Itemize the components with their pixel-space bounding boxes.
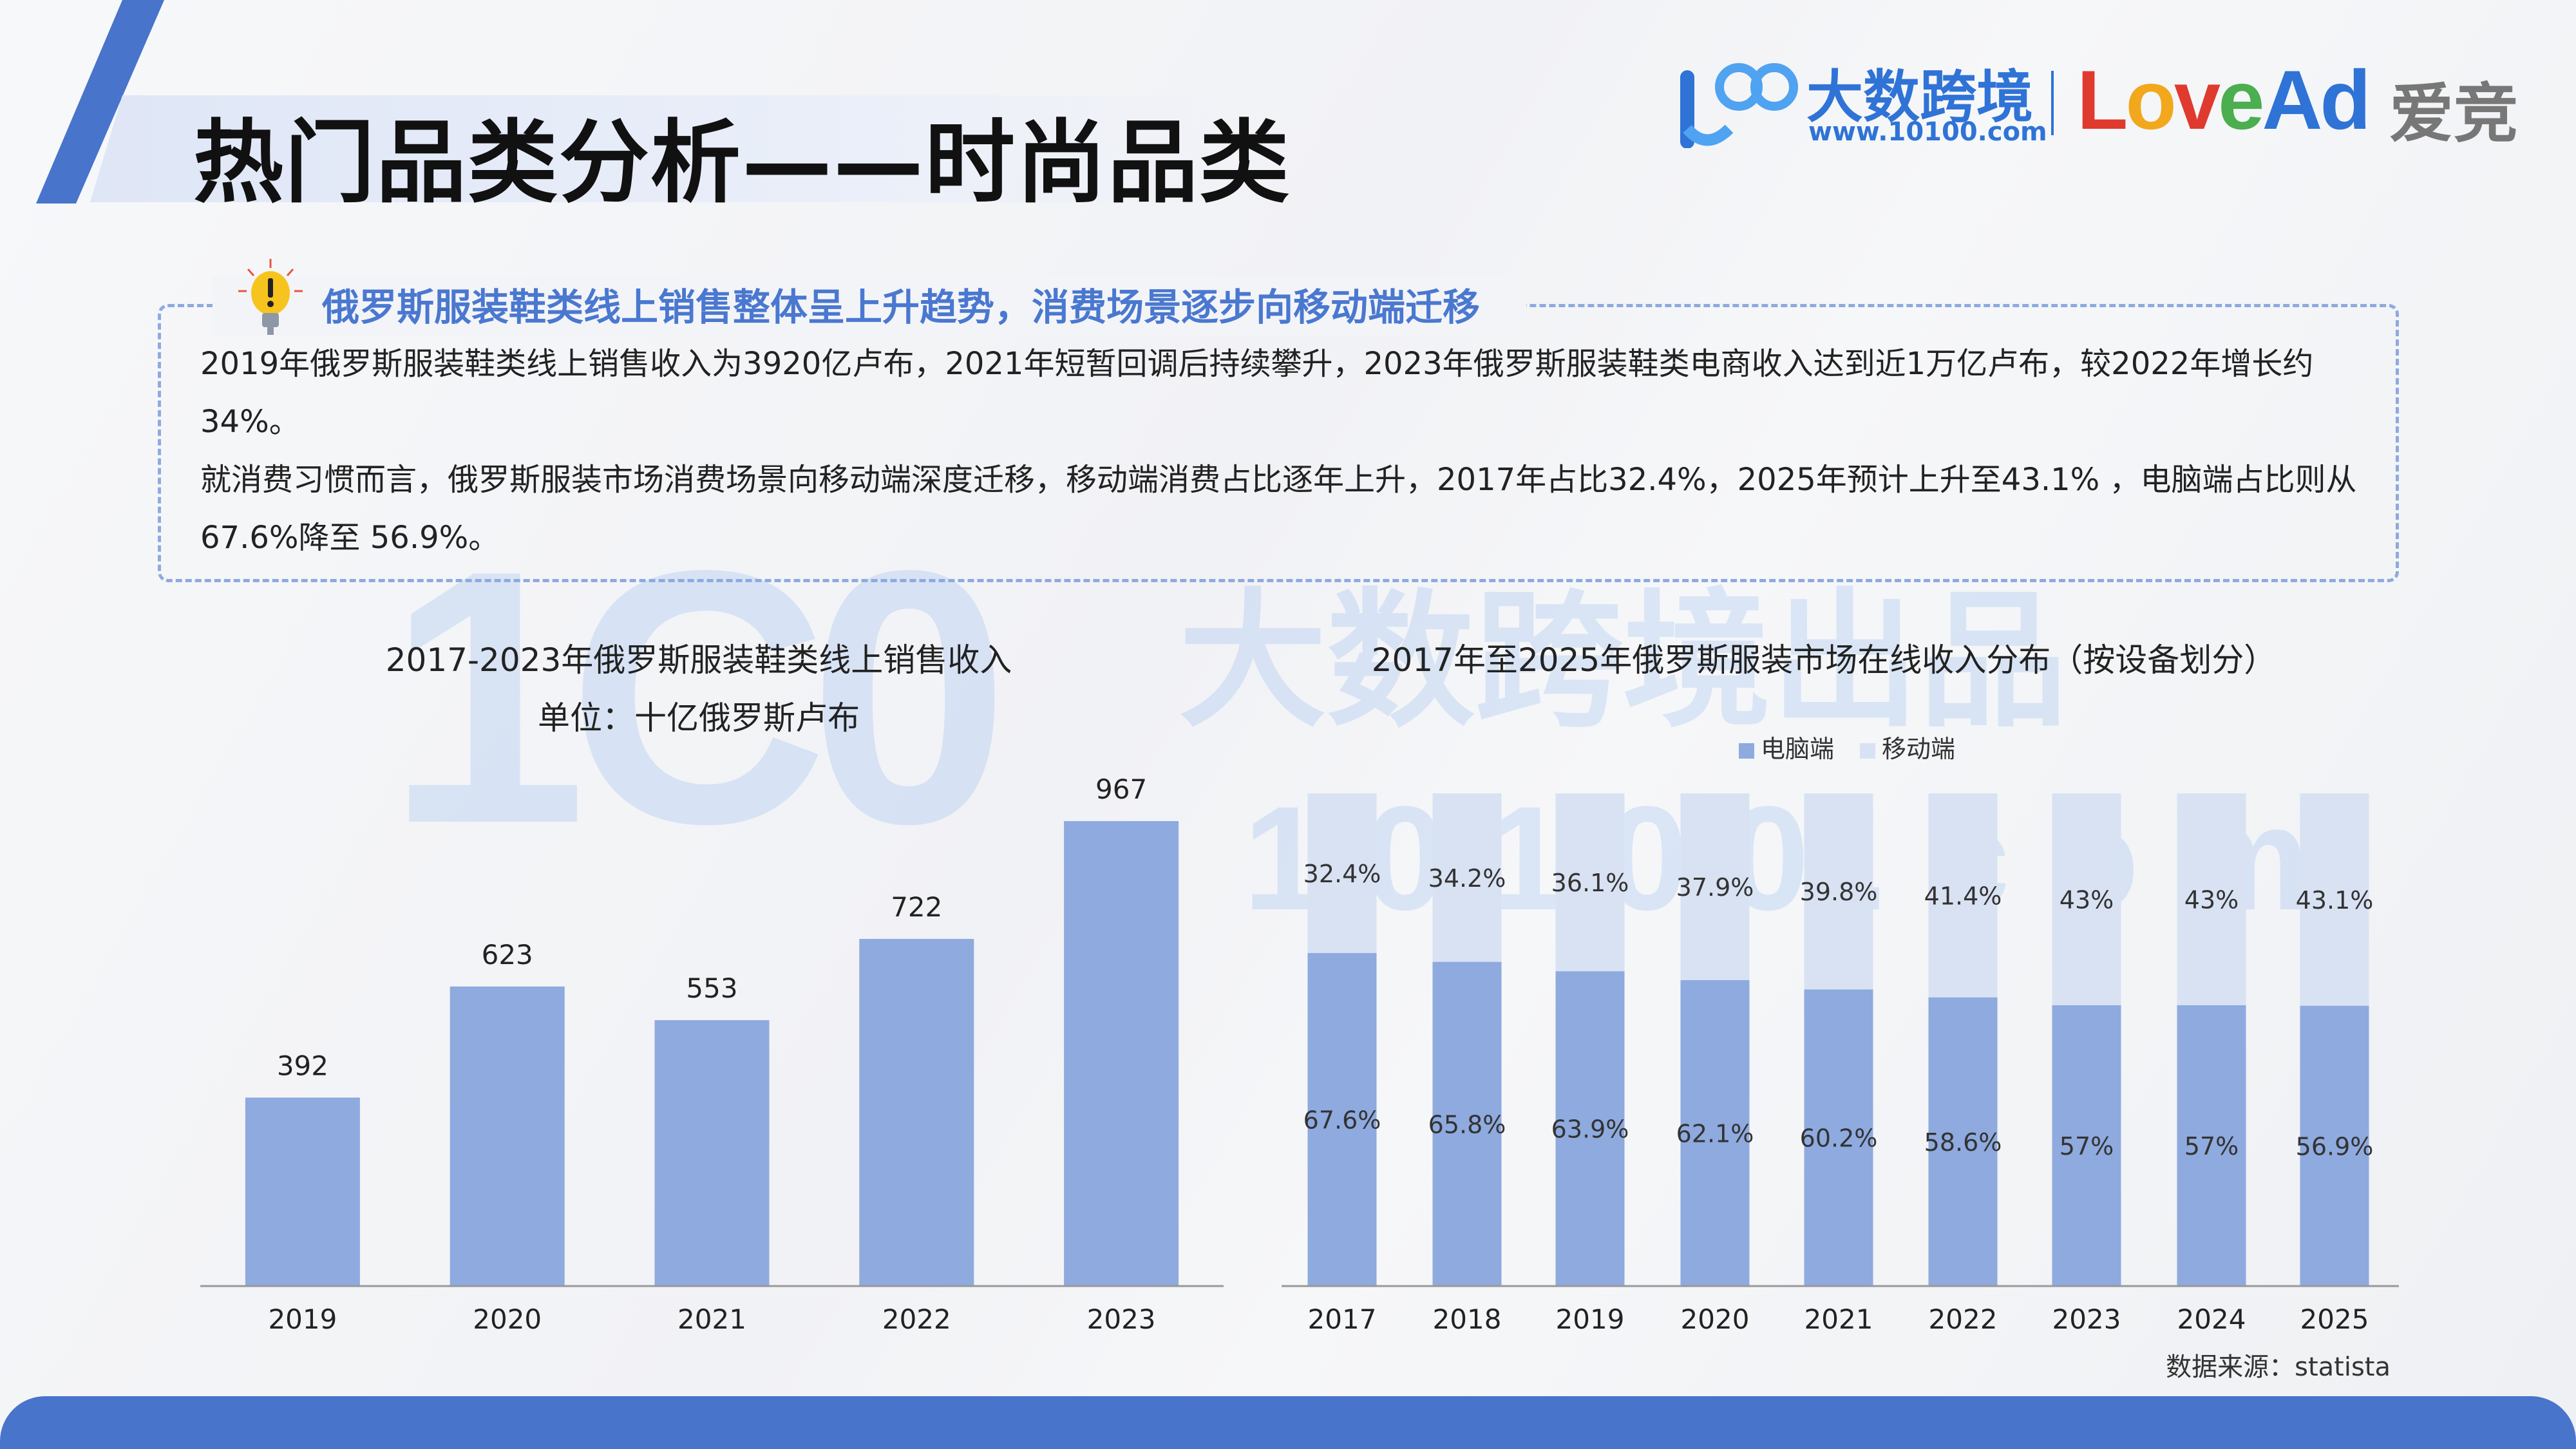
bar-mobile-2019	[1555, 793, 1625, 972]
summary-heading: 俄罗斯服装鞋类线上销售整体呈上升趋势，消费场景逐步向移动端迁移	[322, 285, 1481, 329]
label-mobile-2018: 34.2%	[1428, 864, 1506, 893]
bar-mobile-2025	[2300, 793, 2369, 1006]
legend-label-pc: 电脑端	[1761, 735, 1835, 763]
label-pc-2020: 62.1%	[1676, 1119, 1754, 1148]
x-tick-2025: 2025	[2300, 1303, 2369, 1335]
data-label-2022: 722	[891, 891, 942, 923]
bar-mobile-2017	[1307, 793, 1377, 953]
lovead-logo: LoveAd	[2077, 53, 2371, 147]
logo-divider	[2051, 71, 2054, 135]
summary-paragraph-1: 2019年俄罗斯服装鞋类线上销售收入为3920亿卢布，2021年短暂回调后持续攀…	[200, 346, 2314, 440]
bar-mobile-2024	[2177, 793, 2246, 1005]
title-band	[90, 95, 1249, 202]
legend-label-mobile: 移动端	[1882, 735, 1956, 763]
logo-100-icon	[1680, 63, 1798, 148]
bar-2022	[859, 938, 974, 1286]
label-mobile-2019: 36.1%	[1551, 869, 1629, 897]
x-tick-2019: 2019	[1556, 1303, 1625, 1335]
bar-2020	[450, 986, 565, 1286]
bar-pc-2023	[2052, 1005, 2121, 1286]
x-tick-2019: 2019	[268, 1303, 337, 1335]
lightbulb-icon	[238, 259, 303, 335]
decorative-slash	[36, 0, 164, 204]
label-pc-2022: 58.6%	[1924, 1128, 2002, 1157]
x-tick-2020: 2020	[1681, 1303, 1750, 1335]
logo-text: 大数跨境	[1806, 64, 2034, 130]
data-label-2020: 623	[482, 939, 533, 971]
bar-mobile-2018	[1432, 793, 1502, 962]
bar-mobile-2022	[1928, 793, 1998, 998]
label-pc-2025: 56.9%	[2296, 1132, 2374, 1160]
chart1-title: 2017-2023年俄罗斯服装鞋类线上销售收入	[385, 641, 1012, 679]
bar-pc-2022	[1928, 997, 1998, 1286]
data-label-2021: 553	[686, 972, 737, 1004]
label-mobile-2021: 39.8%	[1800, 878, 1878, 906]
label-pc-2019: 63.9%	[1551, 1115, 1629, 1144]
legend-item-pc: 电脑端	[1739, 729, 1834, 764]
bar-pc-2019	[1555, 971, 1625, 1286]
page-title: 热门品类分析——时尚品类	[193, 111, 1291, 216]
x-tick-2021: 2021	[677, 1303, 746, 1335]
bar-pc-2021	[1804, 989, 1873, 1286]
label-pc-2021: 60.2%	[1800, 1124, 1878, 1153]
x-tick-2020: 2020	[473, 1303, 542, 1335]
label-pc-2017: 67.6%	[1303, 1106, 1381, 1134]
aijing-logo: 爱竞	[2389, 76, 2518, 151]
bar-mobile-2020	[1680, 793, 1750, 980]
legend-item-mobile: 移动端	[1860, 729, 1955, 764]
x-tick-2017: 2017	[1308, 1303, 1377, 1335]
label-mobile-2022: 41.4%	[1924, 882, 2002, 910]
label-mobile-2017: 32.4%	[1303, 860, 1381, 888]
chart1-subtitle: 单位：十亿俄罗斯卢布	[538, 699, 860, 737]
bar-pc-2024	[2177, 1005, 2246, 1286]
label-mobile-2020: 37.9%	[1676, 873, 1754, 902]
label-pc-2018: 65.8%	[1428, 1110, 1506, 1139]
bar-2019	[245, 1097, 360, 1286]
label-mobile-2024: 43%	[2184, 886, 2239, 914]
summary-body: 2019年俄罗斯服装鞋类线上销售收入为3920亿卢布，2021年短暂回调后持续攀…	[200, 335, 2377, 567]
x-tick-2023: 2023	[1087, 1303, 1156, 1335]
x-tick-2022: 2022	[1929, 1303, 1998, 1335]
chart2-legend: 电脑端 移动端	[1739, 729, 1955, 764]
bar-2021	[654, 1020, 770, 1286]
x-tick-2024: 2024	[2177, 1303, 2246, 1335]
legend-swatch-pc	[1739, 743, 1754, 759]
x-tick-2018: 2018	[1433, 1303, 1502, 1335]
data-label-2019: 392	[277, 1050, 328, 1081]
label-mobile-2023: 43%	[2060, 886, 2114, 914]
logo-url: www.10100.com	[1808, 117, 2047, 147]
summary-heading-bg	[213, 277, 1526, 335]
bar-pc-2025	[2300, 1005, 2369, 1286]
data-label-2023: 967	[1095, 773, 1147, 805]
x-tick-2021: 2021	[1804, 1303, 1873, 1335]
bar-pc-2017	[1307, 952, 1377, 1286]
chart2-title: 2017年至2025年俄罗斯服装市场在线收入分布（按设备划分）	[1371, 641, 2277, 679]
label-pc-2023: 57%	[2060, 1132, 2114, 1160]
label-pc-2024: 57%	[2184, 1132, 2239, 1160]
bar-2023	[1064, 821, 1179, 1286]
summary-paragraph-2: 就消费习惯而言，俄罗斯服装市场消费场景向移动端深度迁移，移动端消费占比逐年上升，…	[200, 462, 2357, 556]
bar-pc-2018	[1432, 961, 1502, 1286]
label-mobile-2025: 43.1%	[2296, 886, 2374, 914]
data-source: 数据来源：statista	[2166, 1352, 2391, 1382]
bar-pc-2020	[1680, 980, 1750, 1286]
footer-band	[0, 1396, 2576, 1449]
x-tick-2023: 2023	[2052, 1303, 2121, 1335]
x-tick-2022: 2022	[882, 1303, 951, 1335]
legend-swatch-mobile	[1860, 743, 1876, 759]
bar-mobile-2021	[1804, 793, 1873, 990]
bar-mobile-2023	[2052, 793, 2121, 1005]
